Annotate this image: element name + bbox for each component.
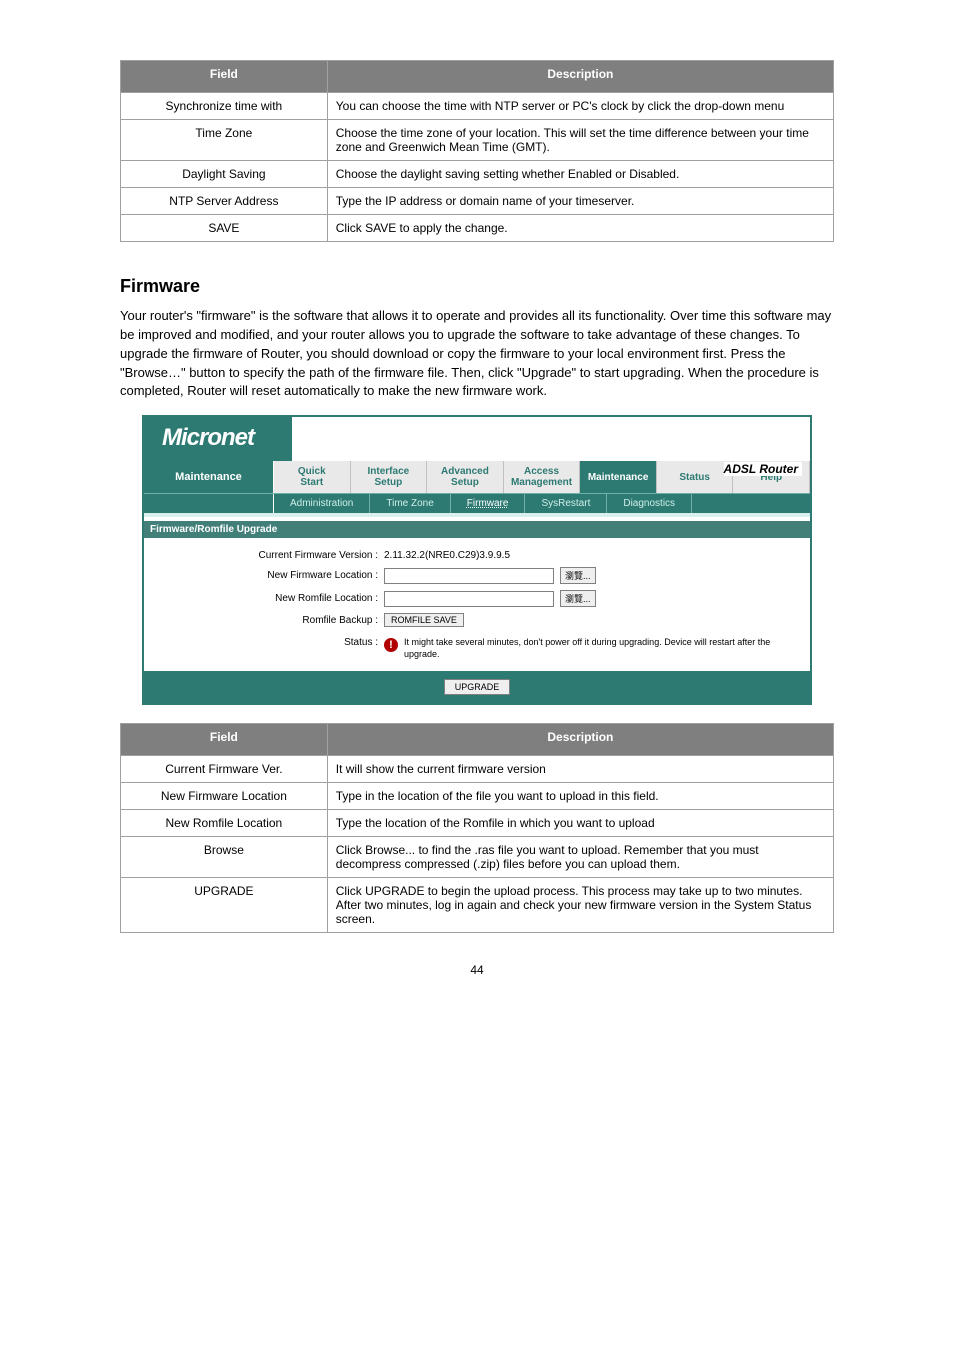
panel-title: Firmware/Romfile Upgrade [144,521,810,538]
body-paragraph: Your router's "firmware" is the software… [120,307,834,401]
brand-logo: Micronet [154,422,272,456]
table-row-desc: Choose the daylight saving setting wheth… [327,161,833,188]
nav-tab[interactable]: Status [657,461,734,493]
table-row-label: Synchronize time with [121,93,328,120]
warning-icon: ! [384,638,398,652]
col-desc: Description [327,723,833,755]
table-row-desc: It will show the current firmware versio… [327,755,833,782]
nav-tab[interactable]: AdvancedSetup [427,461,504,493]
table-row-label: New Romfile Location [121,809,328,836]
table-row-desc: Type the IP address or domain name of yo… [327,188,833,215]
nav-tab[interactable]: Maintenance [580,461,657,493]
subnav-item[interactable]: Time Zone [370,494,450,513]
table-row-label: Time Zone [121,120,328,161]
subnav-item[interactable]: Administration [274,494,370,513]
table-row-label: NTP Server Address [121,188,328,215]
table-row-desc: Click Browse... to find the .ras file yo… [327,836,833,877]
subnav-item[interactable]: SysRestart [525,494,607,513]
table-row-desc: Type the location of the Romfile in whic… [327,809,833,836]
table-row-desc: Click SAVE to apply the change. [327,215,833,242]
page-number: 44 [120,963,834,977]
table-row-label: UPGRADE [121,877,328,932]
time-settings-table: Field Description Synchronize time withY… [120,60,834,242]
subnav-item[interactable]: Firmware [451,494,526,513]
side-section-label: Maintenance [144,461,274,493]
label-current-fw: Current Firmware Version : [154,550,384,561]
col-field: Field [121,61,328,93]
label-new-fw: New Firmware Location : [154,570,384,581]
browse-romfile-button[interactable]: 瀏覽... [560,590,596,607]
section-heading: Firmware [120,276,834,297]
label-new-rom: New Romfile Location : [154,593,384,604]
firmware-fields-table: Field Description Current Firmware Ver.I… [120,723,834,933]
col-field: Field [121,723,328,755]
table-row-label: New Firmware Location [121,782,328,809]
label-status: Status : [154,637,384,660]
col-desc: Description [327,61,833,93]
input-new-romfile[interactable] [384,591,554,607]
table-row-desc: Type in the location of the file you wan… [327,782,833,809]
label-rom-backup: Romfile Backup : [154,615,384,626]
upgrade-button[interactable]: UPGRADE [444,679,511,695]
table-row-label: Current Firmware Ver. [121,755,328,782]
firmware-screenshot: Micronet ADSL Router Maintenance QuickSt… [142,415,812,704]
product-label: ADSL Router [724,462,802,476]
nav-tab[interactable]: InterfaceSetup [351,461,428,493]
romfile-save-button[interactable]: ROMFILE SAVE [384,613,464,627]
subnav-item[interactable]: Diagnostics [607,494,692,513]
input-new-firmware[interactable] [384,568,554,584]
value-current-fw: 2.11.32.2(NRE0.C29)3.9.9.5 [384,550,800,561]
warning-text: It might take several minutes, don't pow… [404,637,800,660]
nav-tab[interactable]: QuickStart [274,461,351,493]
table-row-desc: Choose the time zone of your location. T… [327,120,833,161]
table-row-label: Daylight Saving [121,161,328,188]
table-row-desc: You can choose the time with NTP server … [327,93,833,120]
table-row-label: SAVE [121,215,328,242]
nav-tab[interactable]: AccessManagement [504,461,581,493]
browse-firmware-button[interactable]: 瀏覽... [560,567,596,584]
table-row-label: Browse [121,836,328,877]
table-row-desc: Click UPGRADE to begin the upload proces… [327,877,833,932]
